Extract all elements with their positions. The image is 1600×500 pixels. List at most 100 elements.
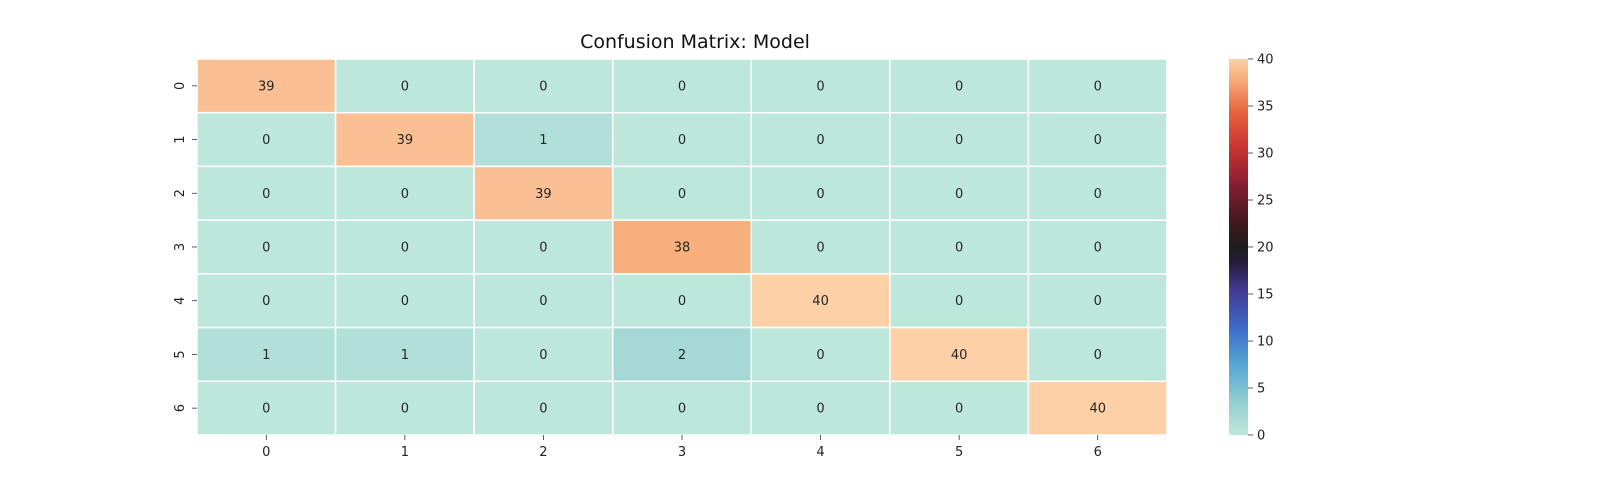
cell-value-label: 0 bbox=[678, 402, 686, 417]
x-tick-label: 4 bbox=[816, 445, 824, 460]
cell-value-label: 0 bbox=[678, 79, 686, 94]
heatmap-cell bbox=[889, 273, 1030, 329]
x-tick-label: 3 bbox=[678, 445, 686, 460]
cell-value-label: 0 bbox=[816, 241, 824, 256]
heatmap-cell bbox=[611, 219, 753, 275]
heatmap-cell bbox=[334, 380, 475, 436]
heatmap-cell bbox=[750, 273, 891, 329]
cell-value-label: 0 bbox=[539, 79, 547, 94]
heatmap-cell bbox=[334, 326, 475, 383]
cell-value-label: 0 bbox=[401, 187, 409, 202]
cell-value-label: 0 bbox=[816, 133, 824, 148]
cell-value-label: 0 bbox=[401, 79, 409, 94]
heatmap-cell bbox=[889, 58, 1030, 114]
heatmap-cell bbox=[1027, 326, 1168, 383]
colorbar-tick-label: 35 bbox=[1257, 100, 1274, 115]
heatmap-cell bbox=[196, 111, 337, 168]
x-tick-label: 0 bbox=[262, 445, 270, 460]
colorbar-tick-label: 0 bbox=[1257, 429, 1265, 444]
cell-value-label: 0 bbox=[401, 294, 409, 309]
cell-value-label: 0 bbox=[816, 79, 824, 94]
cell-value-label: 0 bbox=[262, 187, 270, 202]
cell-value-label: 0 bbox=[816, 402, 824, 417]
cell-value-label: 0 bbox=[539, 402, 547, 417]
cell-value-label: 0 bbox=[678, 294, 686, 309]
colorbar-tick-label: 10 bbox=[1257, 335, 1274, 350]
cell-value-label: 0 bbox=[1094, 79, 1102, 94]
heatmap-cells: 39 0 0 0 0 0 0 0 39 1 0 0 0 0 0 0 39 0 0 0 0 0 0 0 38 0 0 0 0 0 0 0 40 0 0… bbox=[196, 58, 1168, 436]
cell-value-label: 39 bbox=[258, 79, 275, 94]
cell-value-label: 0 bbox=[262, 241, 270, 256]
cell-value-label: 39 bbox=[535, 187, 552, 202]
cell-value-label: 0 bbox=[1094, 241, 1102, 256]
cell-value-label: 0 bbox=[955, 241, 963, 256]
heatmap-cell bbox=[334, 111, 475, 168]
colorbar-tick-label: 25 bbox=[1257, 194, 1274, 209]
cell-value-label: 0 bbox=[816, 187, 824, 202]
cell-value-label: 40 bbox=[951, 348, 968, 363]
colorbar-tick-label: 20 bbox=[1257, 241, 1274, 256]
heatmap-cell bbox=[1027, 219, 1168, 275]
heatmap-cell bbox=[1027, 273, 1168, 329]
cell-value-label: 0 bbox=[1094, 187, 1102, 202]
y-tick-label: 4 bbox=[173, 297, 188, 305]
colorbar-tick-label: 15 bbox=[1257, 288, 1274, 303]
colorbar-tick-label: 5 bbox=[1257, 382, 1265, 397]
heatmap-cell bbox=[1027, 58, 1168, 114]
heatmap-cell bbox=[889, 380, 1030, 436]
heatmap-cell bbox=[1027, 111, 1168, 168]
y-tick-label: 1 bbox=[173, 135, 188, 143]
y-tick-label: 6 bbox=[173, 404, 188, 412]
y-tick-label: 5 bbox=[173, 350, 188, 358]
cell-value-label: 0 bbox=[955, 79, 963, 94]
heatmap-cell bbox=[473, 219, 614, 275]
cell-value-label: 0 bbox=[262, 133, 270, 148]
x-tick-label: 6 bbox=[1094, 445, 1102, 460]
cell-value-label: 0 bbox=[678, 133, 686, 148]
heatmap-cell bbox=[1027, 380, 1168, 436]
heatmap-cell bbox=[889, 219, 1030, 275]
cell-value-label: 0 bbox=[678, 187, 686, 202]
colorbar: 0 5 10 15 20 25 30 35 40 bbox=[1229, 53, 1274, 444]
cell-value-label: 0 bbox=[1094, 348, 1102, 363]
cell-value-label: 0 bbox=[262, 294, 270, 309]
heatmap-cell bbox=[196, 219, 337, 275]
heatmap-cell bbox=[473, 326, 614, 383]
cell-value-label: 40 bbox=[812, 294, 829, 309]
cell-value-label: 38 bbox=[674, 241, 691, 256]
heatmap-cell bbox=[611, 273, 753, 329]
cell-value-label: 0 bbox=[1094, 294, 1102, 309]
colorbar-tick-label: 40 bbox=[1257, 53, 1274, 68]
cell-value-label: 1 bbox=[262, 348, 270, 363]
cell-value-label: 0 bbox=[955, 402, 963, 417]
cell-value-label: 0 bbox=[539, 241, 547, 256]
cell-value-label: 0 bbox=[262, 402, 270, 417]
chart-title: Confusion Matrix: Model bbox=[580, 31, 810, 53]
heatmap-cell bbox=[750, 111, 891, 168]
x-tick-label: 5 bbox=[955, 445, 963, 460]
heatmap-cell bbox=[1027, 165, 1168, 221]
cell-value-label: 0 bbox=[401, 402, 409, 417]
cell-value-label: 40 bbox=[1089, 402, 1106, 417]
heatmap-cell bbox=[611, 380, 753, 436]
cell-value-label: 0 bbox=[539, 348, 547, 363]
heatmap-cell bbox=[196, 165, 337, 221]
cell-value-label: 0 bbox=[955, 294, 963, 309]
heatmap-cell bbox=[611, 165, 753, 221]
cell-value-label: 1 bbox=[539, 133, 547, 148]
y-tick-label: 0 bbox=[173, 82, 188, 90]
heatmap-cell bbox=[196, 380, 337, 436]
cell-value-label: 1 bbox=[401, 348, 409, 363]
heatmap-cell bbox=[889, 111, 1030, 168]
cell-value-label: 0 bbox=[401, 241, 409, 256]
cell-value-label: 0 bbox=[1094, 133, 1102, 148]
heatmap-cell bbox=[611, 111, 753, 168]
cell-value-label: 2 bbox=[678, 348, 686, 363]
cell-value-label: 39 bbox=[397, 133, 414, 148]
cell-value-label: 0 bbox=[955, 187, 963, 202]
cell-value-label: 0 bbox=[539, 294, 547, 309]
heatmap-cell bbox=[473, 273, 614, 329]
x-tick-labels: 0 1 2 3 4 5 6 bbox=[262, 435, 1102, 460]
colorbar-tick-label: 30 bbox=[1257, 147, 1274, 162]
